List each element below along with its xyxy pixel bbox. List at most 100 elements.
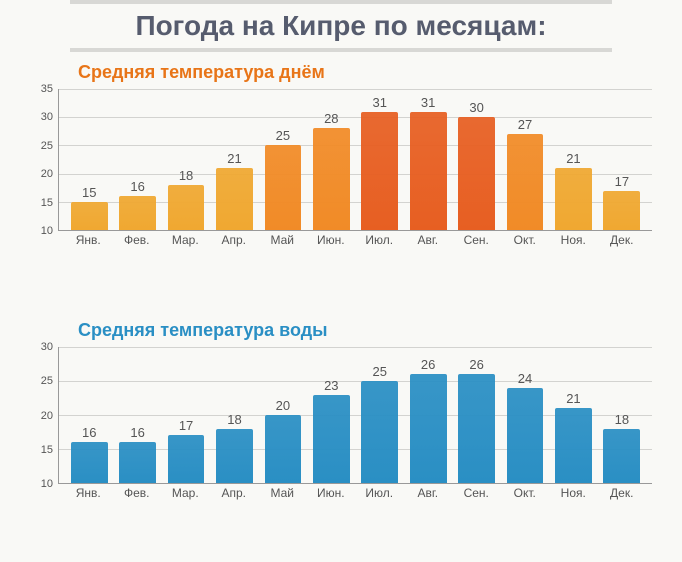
bar-wrap: 21 [549,89,597,230]
x-label: Май [258,486,307,502]
bar [313,128,350,230]
bar-value-label: 17 [179,418,193,433]
bar [313,395,350,483]
bar-wrap: 30 [452,89,500,230]
bar-wrap: 16 [65,347,113,483]
bar-value-label: 21 [566,391,580,406]
bar [410,374,447,483]
bar [119,196,156,230]
bar-value-label: 26 [421,357,435,372]
bar-wrap: 25 [259,89,307,230]
bar-wrap: 18 [210,347,258,483]
x-label: Дек. [598,233,647,249]
y-tick: 15 [41,444,53,456]
day-chart-title: Средняя температура днём [78,62,652,83]
bar-wrap: 17 [598,89,646,230]
x-label: Апр. [210,233,259,249]
water-bars: 16 16 17 18 20 23 25 26 26 24 21 18 [59,347,652,483]
x-label: Июн. [307,233,356,249]
water-temp-chart: Средняя температура воды 1015202530 1616… [30,320,652,502]
day-plot: 151618212528313130272117 [58,89,652,231]
bar-value-label: 24 [518,371,532,386]
bar-wrap: 31 [404,89,452,230]
bar [507,388,544,483]
x-label: Июл. [355,233,404,249]
bar [410,112,447,230]
y-tick: 20 [41,410,53,422]
bar-wrap: 18 [598,347,646,483]
x-label: Окт. [501,233,550,249]
bar [265,415,302,483]
x-label: Июл. [355,486,404,502]
x-label: Янв. [64,233,113,249]
water-x-labels: Янв.Фев.Мар.Апр.МайИюн.Июл.Авг.Сен.Окт.Н… [58,486,652,502]
bar-value-label: 16 [130,425,144,440]
x-label: Окт. [501,486,550,502]
y-tick: 20 [41,168,53,180]
bar-value-label: 21 [566,151,580,166]
bar-wrap: 16 [113,89,161,230]
x-label: Сен. [452,486,501,502]
bar-wrap: 15 [65,89,113,230]
bar-wrap: 17 [162,347,210,483]
bar-value-label: 15 [82,185,96,200]
bar [71,442,108,483]
day-chart-area: 101520253035 151618212528313130272117 Ян… [30,89,652,249]
x-label: Авг. [404,486,453,502]
bar-value-label: 27 [518,117,532,132]
bar-wrap: 25 [356,347,404,483]
bar-value-label: 18 [179,168,193,183]
y-tick: 30 [41,341,53,353]
bar-wrap: 21 [549,347,597,483]
bar-wrap: 26 [404,347,452,483]
y-tick: 15 [41,197,53,209]
x-label: Сен. [452,233,501,249]
water-plot: 16 16 17 18 20 23 25 26 26 24 21 18 [58,347,652,484]
bar-value-label: 26 [469,357,483,372]
bar-wrap: 23 [307,347,355,483]
x-label: Апр. [210,486,259,502]
x-label: Фев. [113,233,162,249]
x-label: Янв. [64,486,113,502]
bar-value-label: 25 [276,128,290,143]
bar [216,168,253,230]
y-tick: 25 [41,375,53,387]
y-tick: 10 [41,225,53,237]
bar-wrap: 31 [356,89,404,230]
y-tick: 25 [41,140,53,152]
bar [168,185,205,230]
bar [71,202,108,230]
bar [265,145,302,230]
bar [555,408,592,483]
bar-value-label: 18 [227,412,241,427]
bar-value-label: 23 [324,378,338,393]
bar-wrap: 16 [113,347,161,483]
bar-value-label: 16 [130,179,144,194]
bar [361,112,398,230]
y-tick: 30 [41,111,53,123]
y-tick: 35 [41,83,53,95]
bar [458,374,495,483]
x-label: Мар. [161,233,210,249]
y-tick: 10 [41,478,53,490]
bar-wrap: 18 [162,89,210,230]
bar-value-label: 30 [469,100,483,115]
day-bars: 151618212528313130272117 [59,89,652,230]
day-temp-chart: Средняя температура днём 10 15 20 25 30 35 15… [30,62,652,249]
bar-value-label: 25 [373,364,387,379]
x-label: Ноя. [549,233,598,249]
x-label: Авг. [404,233,453,249]
bar [555,168,592,230]
bar-wrap: 28 [307,89,355,230]
x-label: Мар. [161,486,210,502]
x-label: Дек. [598,486,647,502]
x-label: Май [258,233,307,249]
bar [458,117,495,230]
bar-value-label: 31 [421,95,435,110]
bar [507,134,544,230]
x-label: Июн. [307,486,356,502]
bar-value-label: 18 [615,412,629,427]
bar-value-label: 20 [276,398,290,413]
bar [603,429,640,483]
bar [119,442,156,483]
